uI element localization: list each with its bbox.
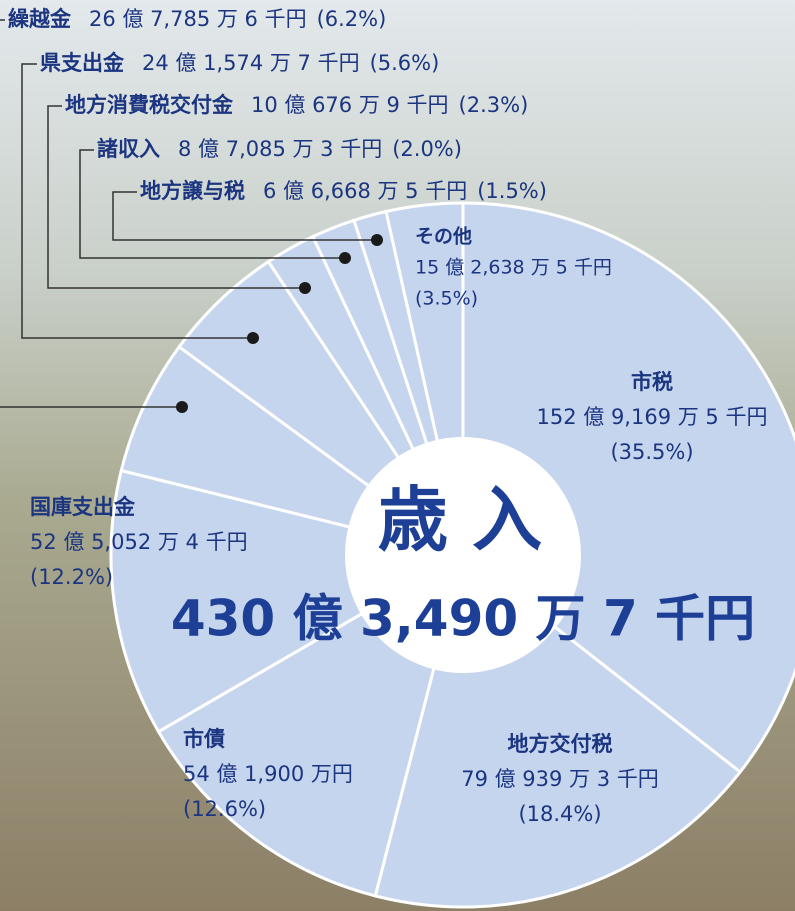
slice-amount: 26 億 7,785 万 6 千円 [89,7,307,31]
callout-label: 地方譲与税 6 億 6,668 万 5 千円 (1.5%) [140,179,547,203]
callout-label: 繰越金 26 億 7,785 万 6 千円 (6.2%) [8,7,386,31]
slice-percent: (3.5%) [415,288,478,310]
slice-percent: (2.0%) [392,137,462,161]
callout-label: 諸収入 8 億 7,085 万 3 千円 (2.0%) [97,137,462,161]
slice-amount: 54 億 1,900 万円 [183,762,353,786]
slice-label: 市債 [183,727,225,751]
slice-percent: (18.4%) [518,802,601,826]
slice-amount: 24 億 1,574 万 7 千円 [142,51,360,75]
slice-percent: (35.5%) [610,440,693,464]
slice-label: 国庫支出金 [30,495,136,519]
callout-label: 県支出金 24 億 1,574 万 7 千円 (5.6%) [40,51,439,75]
leader-dot [299,282,311,294]
slice-amount: 10 億 676 万 9 千円 [251,93,449,117]
slice-amount: 6 億 6,668 万 5 千円 [263,179,467,203]
slice-amount: 52 億 5,052 万 4 千円 [30,530,248,554]
slice-amount: 152 億 9,169 万 5 千円 [537,405,768,429]
slice-percent: (5.6%) [370,51,440,75]
chart: 歳 入 430 億 3,490 万 7 千円 市税 152 億 9,169 万 5… [0,0,795,911]
leader-dot [371,234,383,246]
callout-label: 地方消費税交付金 10 億 676 万 9 千円 (2.3%) [65,93,528,117]
total: 430 億 3,490 万 7 千円 [171,590,755,648]
slice-amount: 79 億 939 万 3 千円 [461,767,659,791]
slice-label: 繰越金 [8,7,72,31]
leader-dot [339,252,351,264]
slice-label: 諸収入 [97,137,160,161]
leader-dot [247,332,259,344]
slice-label: 市税 [631,370,673,394]
slice-label: 地方譲与税 [140,179,245,203]
slice-amount: 8 億 7,085 万 3 千円 [178,137,382,161]
slice-label: 地方消費税交付金 [65,93,234,117]
slice-percent: (1.5%) [477,179,547,203]
slice-percent: (12.2%) [30,565,113,589]
slice-percent: (2.3%) [459,93,529,117]
chart-title: 歳 入 [378,479,542,561]
slice-percent: (6.2%) [317,7,387,31]
slice-amount: 15 億 2,638 万 5 千円 [415,257,612,279]
slice-label: 地方交付税 [508,732,613,756]
leader-dot [176,401,188,413]
slice-label: その他 [415,225,472,248]
slice-label: 県支出金 [40,51,125,75]
slice-percent: (12.6%) [183,797,266,821]
